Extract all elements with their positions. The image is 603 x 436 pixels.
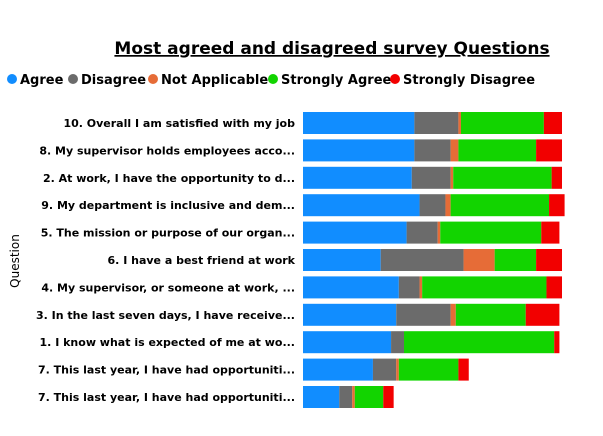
bar-0-4 [543, 112, 562, 134]
category-label-5: 6. I have a best friend at work [108, 254, 296, 267]
bar-2-3 [453, 166, 552, 189]
bar-10-2 [352, 386, 355, 408]
bar-8-3 [404, 331, 555, 354]
bar-6-2 [419, 276, 423, 299]
bar-8-1 [391, 331, 405, 354]
bar-4-4 [541, 221, 560, 244]
bar-4-2 [437, 221, 441, 244]
legend: Agree Disagree Not Applicable Strongly Agre… [7, 73, 535, 88]
category-label-1: 8. My supervisor holds employees acco... [39, 144, 295, 157]
bar-5-1 [380, 249, 464, 271]
legend-label-3: Strongly Agree [281, 73, 392, 88]
bar-3-4 [549, 194, 565, 217]
bar-4-3 [440, 221, 542, 244]
bar-2-4 [551, 166, 562, 189]
bar-1-3 [458, 139, 537, 162]
legend-label-4: Strongly Disagree [403, 73, 535, 88]
bar-4-0 [303, 221, 407, 244]
legend-label-2: Not Applicable [161, 73, 268, 88]
legend-label-0: Agree [20, 73, 64, 88]
legend-marker-3 [268, 74, 278, 84]
bar-6-4 [546, 276, 562, 299]
bar-2-1 [411, 166, 451, 189]
bar-9-4 [458, 358, 469, 381]
bar-6-3 [422, 276, 547, 299]
bar-9-2 [396, 358, 399, 381]
category-labels: 10. Overall I am satisfied with my job 8.… [36, 117, 296, 404]
category-label-10: 7. This last year, I have had opportunit… [38, 391, 295, 404]
category-label-0: 10. Overall I am satisfied with my job [63, 117, 295, 130]
bar-3-2 [445, 194, 451, 217]
bar-5-0 [303, 249, 381, 271]
bar-3-1 [419, 194, 446, 217]
legend-marker-1 [68, 74, 78, 84]
bar-0-1 [414, 112, 459, 134]
bar-0-2 [458, 112, 461, 134]
bar-5-4 [536, 249, 562, 271]
legend-marker-0 [7, 74, 17, 84]
category-label-7: 3. In the last seven days, I have receiv… [36, 309, 295, 322]
category-label-6: 4. My supervisor, or someone at work, ..… [41, 281, 295, 294]
bar-8-0 [303, 331, 392, 354]
bar-7-3 [455, 303, 526, 326]
bar-3-0 [303, 194, 420, 217]
bar-10-4 [383, 386, 394, 408]
bar-10-0 [303, 386, 340, 408]
bar-0-0 [303, 112, 415, 134]
bar-10-1 [339, 386, 353, 408]
bar-6-1 [398, 276, 420, 299]
bar-1-4 [536, 139, 562, 162]
bar-6-0 [303, 276, 399, 299]
bar-7-1 [396, 303, 451, 326]
legend-marker-4 [390, 74, 400, 84]
bar-1-2 [450, 139, 459, 162]
bar-8-4 [554, 331, 560, 354]
category-label-9: 7. This last year, I have had opportunit… [38, 364, 295, 377]
y-axis-title: Question [8, 234, 22, 288]
bar-3-3 [450, 194, 550, 217]
legend-label-1: Disagree [81, 73, 146, 88]
category-label-8: 1. I know what is expected of me at wo..… [40, 336, 295, 349]
bar-4-1 [406, 221, 438, 244]
bar-7-4 [525, 303, 560, 326]
bar-0-3 [460, 112, 544, 134]
bar-1-1 [414, 139, 451, 162]
bar-5-2 [463, 249, 495, 271]
bar-9-3 [398, 358, 459, 381]
legend-marker-2 [148, 74, 158, 84]
bar-9-1 [372, 358, 397, 381]
category-label-2: 2. At work, I have the opportunity to d.… [43, 172, 295, 185]
bar-2-0 [303, 166, 412, 189]
bar-5-3 [494, 249, 537, 271]
bars [303, 112, 565, 408]
bar-9-0 [303, 358, 373, 381]
category-label-4: 5. The mission or purpose of our organ..… [41, 227, 295, 240]
bar-1-0 [303, 139, 415, 162]
bar-7-2 [450, 303, 456, 326]
category-label-3: 9. My department is inclusive and dem... [41, 199, 295, 212]
chart-title: Most agreed and disagreed survey Questio… [114, 39, 549, 59]
bar-10-3 [354, 386, 384, 408]
bar-2-2 [450, 166, 454, 189]
bar-7-0 [303, 303, 397, 326]
